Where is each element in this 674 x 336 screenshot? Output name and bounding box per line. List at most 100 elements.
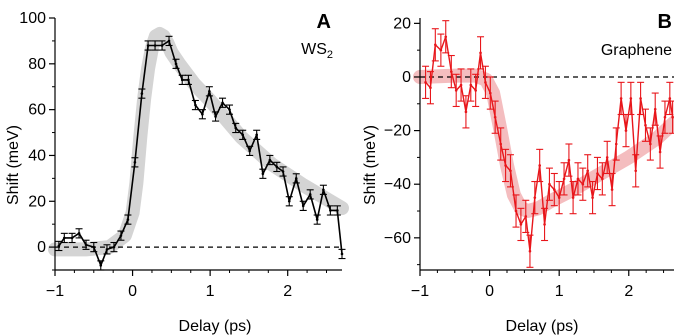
panel-b-data-point [598, 162, 606, 196]
panel-b-data-point [442, 20, 450, 54]
panel-b-data-marker [548, 182, 551, 186]
panel-b-data-point [431, 28, 439, 62]
panel-a-x-tick-label: −1 [46, 283, 64, 300]
panel-a-data-point [299, 200, 307, 211]
panel-a-data-point [191, 99, 199, 111]
panel-a-data-point [212, 111, 220, 122]
panel-b-data-marker [553, 188, 556, 191]
panel-a-data-point [103, 244, 111, 255]
panel-a-data-marker [201, 112, 204, 116]
panel-a-data-point [319, 184, 327, 195]
panel-b-data-marker [533, 196, 537, 199]
panel-b-data-marker [634, 169, 638, 173]
panel-a-data-marker [105, 248, 109, 251]
panel-a-data-point [226, 104, 234, 115]
panel-a-data-marker [92, 245, 96, 249]
panel-b-data-point [627, 81, 635, 116]
panel-b-data-point [651, 92, 659, 126]
panel-a-y-tick-label: 60 [28, 102, 46, 119]
panel-a-data-marker [187, 78, 190, 82]
panel-b-y-axis-label: Shift (meV) [362, 125, 379, 205]
panel-a-data-point [219, 97, 227, 108]
panel-a-data-point [326, 205, 334, 216]
panel-b-data-point [560, 162, 568, 196]
panel-a-y-axis-label: Shift (meV) [5, 125, 22, 205]
panel-a-data-marker [315, 218, 319, 221]
panel-b-data-marker [429, 86, 432, 90]
panel-b-data-line [425, 36, 674, 252]
panel-b-data-point [565, 143, 573, 177]
panel-b-data-marker [538, 164, 541, 167]
panel-b-data-marker [479, 51, 482, 55]
panel-b-data-marker [459, 83, 463, 87]
panel-b-x-tick-label: −1 [411, 283, 429, 300]
panel-b-data-point [447, 54, 455, 89]
panel-b-data-point [481, 65, 489, 99]
panel-b-data-point [486, 76, 494, 110]
panel-b-data-marker [562, 177, 566, 181]
panel-a-data-marker [308, 193, 312, 196]
panel-b-data-point [541, 207, 549, 242]
panel-a-data-marker [99, 264, 103, 267]
panel-a-data-marker [153, 44, 157, 47]
panel-a-y-tick-label: 80 [28, 56, 46, 73]
panel-a-data-marker [322, 188, 325, 192]
panel-a-data-point [239, 129, 247, 140]
panel-a-data-marker [70, 236, 74, 240]
panel-a-subtitle-main: WS [301, 41, 327, 58]
panel-a-data-point [292, 173, 300, 184]
panel-b-data-marker [610, 188, 614, 191]
panel-a-data-point [117, 230, 125, 241]
panel-b-data-marker [591, 196, 594, 199]
panel-b-data-point [632, 154, 640, 188]
panel-a-data-point [97, 260, 105, 271]
panel-b-data-point [526, 234, 534, 268]
panel-b-data-point [491, 100, 499, 134]
panel-a-y-tick-label: 0 [37, 239, 46, 256]
panel-b-data-marker [454, 89, 458, 92]
panel-a-data-point [285, 196, 293, 207]
panel-b-data-marker [668, 97, 672, 100]
panel-a-data-marker [57, 244, 61, 248]
panel-b-data-point [437, 33, 445, 67]
panel-b-data-marker [464, 110, 468, 114]
panel-b-data-point [555, 180, 563, 215]
panel-a-data-point [338, 248, 346, 260]
panel-a-data-marker [180, 78, 184, 82]
panel-b-data-marker [528, 249, 532, 253]
panel-b-data-marker [571, 196, 575, 199]
panel-a-data-marker [301, 204, 305, 208]
panel-b-data-point [608, 172, 616, 207]
panel-b-data-point [589, 180, 597, 215]
panel-a-data-point [232, 122, 240, 134]
panel-b-y-tick-label: −40 [384, 176, 411, 193]
panel-a-fit-band [48, 27, 349, 257]
panel-b-y-tick-label: −60 [384, 230, 411, 247]
panel-b-data-point [661, 100, 669, 134]
panel-a-x-axis-label: Delay (ps) [179, 318, 252, 335]
panel-b-data-marker [586, 169, 590, 173]
panel-b-data-marker [514, 209, 518, 213]
panel-b-data-point [467, 68, 475, 102]
panel-b-data-marker [439, 48, 443, 52]
panel-b-data-marker [524, 215, 528, 218]
panel-b-data-marker [567, 158, 571, 162]
panel-b-data-marker [671, 115, 674, 119]
panel-a-subtitle-sub: 2 [327, 49, 333, 61]
panel-b-data-point [584, 154, 592, 188]
panel-a-data-marker [84, 243, 88, 247]
panel-b-data-point [545, 167, 553, 201]
panel-b-data-point [579, 167, 587, 201]
panel-b-data-marker [557, 196, 561, 199]
panel-a-data-point [138, 88, 146, 99]
panel-b-data-marker [434, 43, 437, 47]
panel-b-y-tick-label: 0 [402, 69, 411, 86]
panel-a-data-point [198, 109, 206, 120]
panel-a-data-marker [77, 232, 81, 235]
panel-a-data-marker [126, 218, 130, 221]
panel-b-data-marker [493, 115, 497, 119]
panel-a-data-marker [119, 234, 123, 237]
panel-b-data-marker [663, 115, 667, 119]
panel-b-data-point [517, 207, 525, 242]
panel-b-data-point [426, 71, 434, 105]
